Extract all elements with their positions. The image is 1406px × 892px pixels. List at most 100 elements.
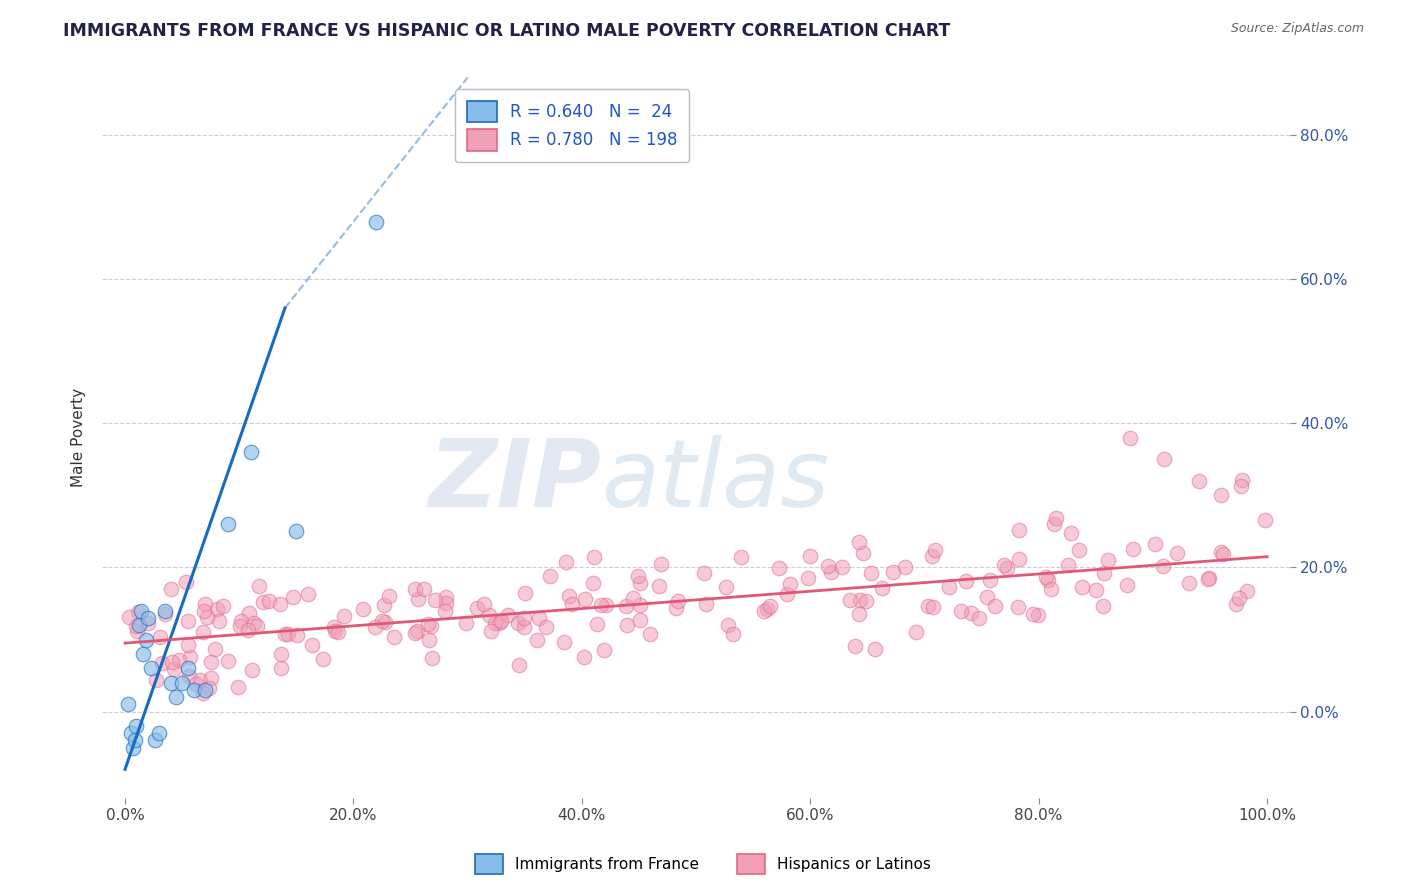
Point [855, 594, 877, 608]
Point [638, 626, 661, 640]
Point [513, 610, 536, 624]
Point [416, 616, 439, 631]
Point [628, 598, 651, 612]
Point [799, 549, 821, 564]
Point [434, 590, 457, 604]
Point [177, 669, 200, 683]
Point [328, 625, 350, 640]
Point [506, 615, 529, 630]
Point [1225, 597, 1247, 611]
Point [247, 579, 270, 593]
Point [120, 726, 142, 740]
Point [768, 561, 790, 575]
Point [993, 558, 1015, 572]
Point [969, 611, 991, 625]
Point [366, 214, 388, 228]
Point [924, 542, 946, 557]
Point [1035, 570, 1057, 584]
Point [1187, 474, 1209, 488]
Point [538, 569, 561, 583]
Point [1229, 479, 1251, 493]
Point [1143, 537, 1166, 551]
Point [273, 626, 295, 640]
Point [860, 566, 883, 581]
Point [231, 614, 253, 628]
Text: Source: ZipAtlas.com: Source: ZipAtlas.com [1230, 22, 1364, 36]
Point [167, 652, 190, 666]
Point [1152, 559, 1174, 574]
Point [373, 598, 395, 612]
Point [1026, 607, 1049, 622]
Point [198, 681, 221, 695]
Point [714, 580, 737, 594]
Point [595, 598, 617, 612]
Point [627, 569, 650, 583]
Point [404, 582, 426, 596]
Point [194, 597, 217, 611]
Point [628, 613, 651, 627]
Point [281, 591, 304, 605]
Point [1092, 566, 1115, 580]
Point [195, 610, 218, 624]
Point [242, 615, 264, 630]
Point [127, 605, 149, 619]
Point [1085, 582, 1108, 597]
Point [177, 661, 200, 675]
Point [136, 616, 159, 631]
Point [1060, 526, 1083, 541]
Point [240, 663, 263, 677]
Point [122, 740, 145, 755]
Point [955, 574, 977, 588]
Point [117, 698, 139, 712]
Point [904, 624, 927, 639]
Point [191, 625, 214, 640]
Point [165, 690, 187, 705]
Point [418, 633, 440, 648]
Point [312, 652, 335, 666]
Point [831, 559, 853, 574]
Point [378, 590, 401, 604]
Point [153, 607, 176, 621]
Point [589, 599, 612, 613]
Point [228, 619, 250, 633]
Point [1115, 578, 1137, 592]
Point [135, 632, 157, 647]
Point [150, 656, 173, 670]
Point [754, 604, 776, 618]
Point [1236, 584, 1258, 599]
Point [238, 623, 260, 637]
Point [423, 593, 446, 607]
Point [695, 597, 717, 611]
Point [950, 604, 973, 618]
Point [371, 614, 394, 628]
Point [976, 590, 998, 604]
Point [621, 591, 644, 605]
Point [434, 604, 457, 618]
Point [616, 618, 638, 632]
Point [730, 549, 752, 564]
Point [353, 602, 375, 616]
Point [756, 601, 779, 615]
Point [217, 654, 239, 668]
Point [592, 643, 614, 657]
Point [776, 586, 799, 600]
Point [217, 517, 239, 532]
Point [162, 655, 184, 669]
Point [479, 624, 502, 639]
Point [527, 611, 550, 625]
Point [364, 620, 387, 634]
Point [1153, 452, 1175, 467]
Point [848, 607, 870, 621]
Point [188, 673, 211, 687]
Point [208, 614, 231, 628]
Point [717, 617, 740, 632]
Point [979, 574, 1001, 588]
Point [194, 683, 217, 698]
Point [128, 618, 150, 632]
Point [172, 675, 194, 690]
Point [893, 559, 915, 574]
Point [1070, 581, 1092, 595]
Point [285, 524, 308, 539]
Point [136, 611, 159, 625]
Point [285, 628, 308, 642]
